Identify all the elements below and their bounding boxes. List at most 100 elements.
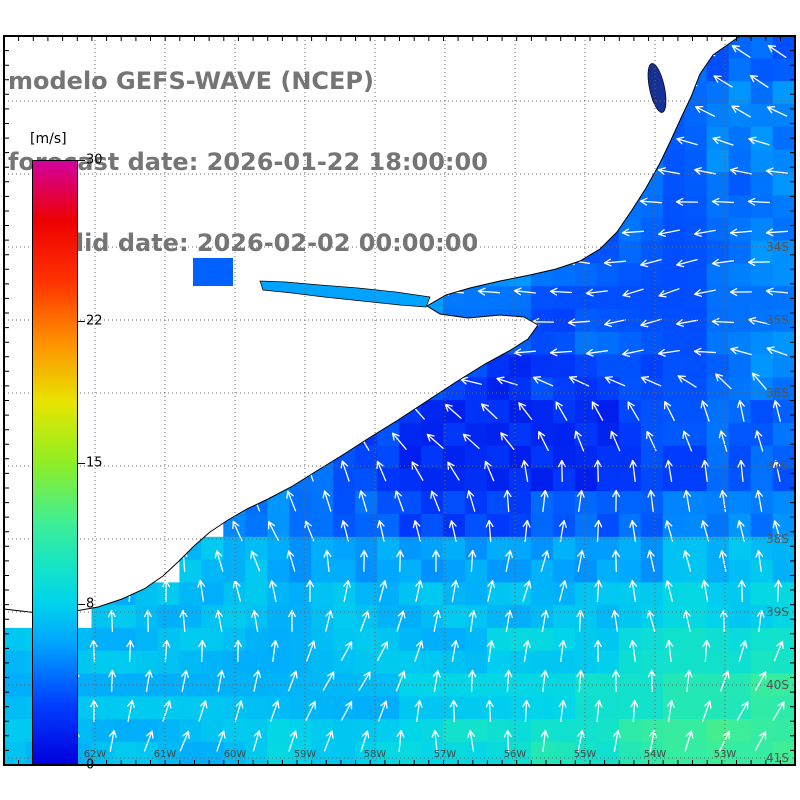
wave-height-cell [728,422,752,447]
lat-label: 36S [766,386,789,400]
wave-height-cell [311,514,334,538]
wave-height-cell [596,741,620,766]
coastal-lagoon [647,63,667,113]
wave-height-cell [201,696,225,720]
wave-height-cell [750,149,774,174]
wave-height-cell [399,627,422,652]
wave-height-cell [530,673,554,698]
wave-height-cell [530,400,554,424]
wave-height-cell [772,217,796,242]
wave-height-cell [706,719,730,743]
wave-height-cell [509,514,532,538]
wave-height-cell [421,400,444,424]
wave-height-cell [3,719,27,743]
wave-height-cell [574,559,598,584]
wave-height-cell [662,400,686,424]
wave-height-cell [684,627,708,652]
wave-height-cell [179,741,203,766]
wave-height-cell [267,491,291,515]
wave-height-cell [333,536,356,561]
wave-height-cell [706,582,730,606]
wave-height-cell [355,514,378,538]
wave-height-cell [289,559,312,584]
wave-height-cell [574,422,598,447]
wave-height-cell [530,286,554,310]
wave-height-cell [750,195,774,219]
wave-height-cell [245,536,269,561]
wave-height-cell [574,514,598,538]
wave-height-cell [267,559,291,584]
wave-height-cell [662,491,686,515]
wave-height-cell [487,536,510,561]
wave-height-cell [135,650,159,675]
wave-height-cell [245,514,269,538]
wave-height-cell [552,719,576,743]
wave-height-cell [421,559,444,584]
wave-height-cell [596,445,620,470]
wave-height-cell [640,286,664,310]
wave-height-cell [245,741,269,766]
wave-height-cell [750,673,774,698]
wave-height-cell [3,627,27,652]
colorbar-tick-label: 0 [86,757,95,773]
wave-height-cell [552,650,576,675]
plot-header: modelo GEFS-WAVE (NCEP) forecast date: 2… [8,14,488,311]
wave-height-cell [662,172,686,196]
lon-label: 61W [154,749,177,760]
wave-height-cell [684,331,708,356]
colorbar-gradient [32,160,78,765]
wave-height-cell [772,331,796,356]
wave-height-cell [772,195,796,219]
wave-height-cell [509,536,532,561]
wave-height-cell [640,536,664,561]
wave-height-cell [662,468,686,492]
wave-height-cell [618,331,642,356]
wave-height-cell [662,605,686,629]
wave-height-cell [509,627,532,652]
wave-height-cell [487,627,510,652]
wave-height-cell [706,126,730,151]
wave-height-cell [267,719,291,743]
wave-height-cell [552,468,576,492]
wave-height-cell [574,468,598,492]
wave-height-cell [662,195,686,219]
wave-height-cell [135,605,159,629]
wave-height-cell [596,582,620,606]
wave-height-cell [640,468,664,492]
wave-height-cell [772,309,796,333]
wave-height-cell [750,445,774,470]
wave-height-cell [245,696,269,720]
wave-height-cell [772,422,796,447]
wave-height-cell [179,650,203,675]
wave-height-cell [574,627,598,652]
wave-height-cell [157,650,181,675]
colorbar-tick-label: 30 [86,152,103,168]
wave-height-cell [552,627,576,652]
wave-height-cell [487,605,510,629]
wave-height-cell [333,491,356,515]
wave-height-cell [596,331,620,356]
wave-height-cell [640,650,664,675]
wave-height-cell [530,331,554,356]
wave-height-cell [640,514,664,538]
lat-label: 40S [766,678,789,692]
wave-height-cell [728,400,752,424]
wave-height-cell [728,650,752,675]
wave-height-cell [552,696,576,720]
wave-height-cell [399,491,422,515]
wave-height-cell [772,35,796,60]
wave-height-cell [113,696,137,720]
lat-label: 37S [766,459,789,473]
wave-height-cell [728,195,752,219]
wave-height-cell [750,263,774,287]
colorbar-tick-mark [78,603,85,605]
colorbar-units-label: [m/s] [30,131,67,147]
wave-height-cell [487,673,510,698]
wave-height-cell [333,559,356,584]
river-upstream-cell [193,258,233,286]
wave-height-cell [574,354,598,379]
wave-height-cell [355,741,378,766]
wave-height-cell [443,650,466,675]
wave-height-cell [355,650,378,675]
wave-height-cell [179,582,203,606]
